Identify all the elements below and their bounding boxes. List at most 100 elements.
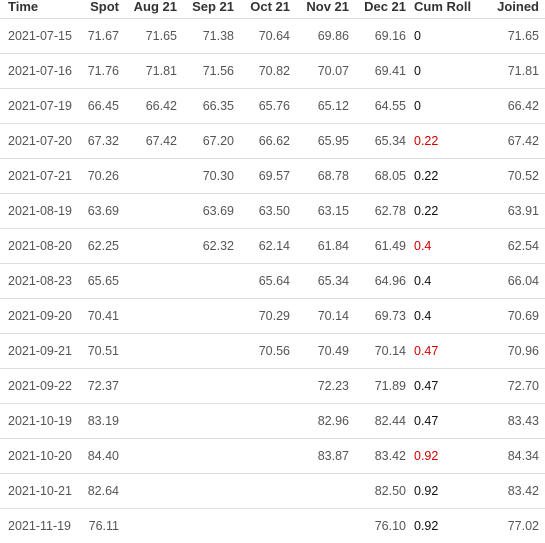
cell-oct21: 70.64: [238, 19, 294, 54]
cell-sep21: 66.35: [181, 89, 238, 124]
cell-spot: 83.19: [79, 404, 123, 439]
cell-time: 2021-10-21: [0, 474, 79, 509]
cell-sep21: [181, 509, 238, 543]
cell-time: 2021-07-15: [0, 19, 79, 54]
cell-joined: 71.81: [484, 54, 545, 89]
cell-aug21: [123, 474, 181, 509]
cell-sep21: 71.38: [181, 19, 238, 54]
cell-nov21: 68.78: [294, 159, 353, 194]
cell-oct21: [238, 439, 294, 474]
cell-cum-roll: 0.92: [410, 439, 484, 474]
cell-aug21: 71.81: [123, 54, 181, 89]
cell-aug21: 71.65: [123, 19, 181, 54]
cell-time: 2021-08-19: [0, 194, 79, 229]
cell-spot: 82.64: [79, 474, 123, 509]
header-row: Time Spot Aug 21 Sep 21 Oct 21 Nov 21 De…: [0, 0, 545, 19]
header-aug21: Aug 21: [123, 0, 181, 19]
cell-spot: 63.69: [79, 194, 123, 229]
cell-cum-roll: 0.4: [410, 229, 484, 264]
cell-sep21: 71.56: [181, 54, 238, 89]
cell-joined: 72.70: [484, 369, 545, 404]
cell-spot: 67.32: [79, 124, 123, 159]
header-dec21: Dec 21: [353, 0, 410, 19]
cell-dec21: 71.89: [353, 369, 410, 404]
cell-nov21: 61.84: [294, 229, 353, 264]
cell-spot: 70.51: [79, 334, 123, 369]
cell-oct21: [238, 369, 294, 404]
cell-dec21: 62.78: [353, 194, 410, 229]
cell-joined: 83.43: [484, 404, 545, 439]
header-time: Time: [0, 0, 79, 19]
cell-dec21: 68.05: [353, 159, 410, 194]
cell-nov21: 70.49: [294, 334, 353, 369]
cell-spot: 72.37: [79, 369, 123, 404]
cell-joined: 62.54: [484, 229, 545, 264]
cell-time: 2021-09-21: [0, 334, 79, 369]
cell-nov21: [294, 474, 353, 509]
cell-joined: 70.52: [484, 159, 545, 194]
cell-nov21: 82.96: [294, 404, 353, 439]
cell-cum-roll: 0: [410, 19, 484, 54]
cell-aug21: [123, 334, 181, 369]
cell-aug21: 66.42: [123, 89, 181, 124]
cell-sep21: [181, 299, 238, 334]
cell-spot: 71.76: [79, 54, 123, 89]
cell-spot: 71.67: [79, 19, 123, 54]
cell-oct21: 70.56: [238, 334, 294, 369]
cell-oct21: 70.82: [238, 54, 294, 89]
cell-sep21: [181, 404, 238, 439]
cell-oct21: [238, 474, 294, 509]
cell-spot: 66.45: [79, 89, 123, 124]
header-spot: Spot: [79, 0, 123, 19]
cell-dec21: 69.41: [353, 54, 410, 89]
cell-spot: 62.25: [79, 229, 123, 264]
cell-time: 2021-10-19: [0, 404, 79, 439]
cell-aug21: [123, 404, 181, 439]
cell-time: 2021-07-20: [0, 124, 79, 159]
cell-dec21: 76.10: [353, 509, 410, 543]
cell-aug21: 67.42: [123, 124, 181, 159]
cell-aug21: [123, 439, 181, 474]
cell-nov21: [294, 509, 353, 543]
cell-dec21: 82.50: [353, 474, 410, 509]
cell-sep21: [181, 474, 238, 509]
cell-cum-roll: 0: [410, 54, 484, 89]
cell-cum-roll: 0.47: [410, 369, 484, 404]
cell-spot: 65.65: [79, 264, 123, 299]
cell-nov21: 63.15: [294, 194, 353, 229]
cell-time: 2021-08-20: [0, 229, 79, 264]
cell-time: 2021-08-23: [0, 264, 79, 299]
cell-aug21: [123, 194, 181, 229]
cell-cum-roll: 0.22: [410, 159, 484, 194]
cell-dec21: 64.55: [353, 89, 410, 124]
cell-dec21: 83.42: [353, 439, 410, 474]
cell-time: 2021-07-19: [0, 89, 79, 124]
cell-oct21: 66.62: [238, 124, 294, 159]
cell-oct21: 62.14: [238, 229, 294, 264]
cell-oct21: 63.50: [238, 194, 294, 229]
cell-nov21: 70.07: [294, 54, 353, 89]
cell-sep21: 67.20: [181, 124, 238, 159]
cell-aug21: [123, 509, 181, 543]
cell-joined: 63.91: [484, 194, 545, 229]
cell-oct21: [238, 404, 294, 439]
cell-cum-roll: 0.92: [410, 509, 484, 543]
cell-spot: 70.26: [79, 159, 123, 194]
cell-dec21: 61.49: [353, 229, 410, 264]
cell-time: 2021-09-20: [0, 299, 79, 334]
cell-joined: 71.65: [484, 19, 545, 54]
cell-oct21: 65.64: [238, 264, 294, 299]
cell-joined: 66.42: [484, 89, 545, 124]
cell-dec21: 82.44: [353, 404, 410, 439]
cell-nov21: 65.12: [294, 89, 353, 124]
